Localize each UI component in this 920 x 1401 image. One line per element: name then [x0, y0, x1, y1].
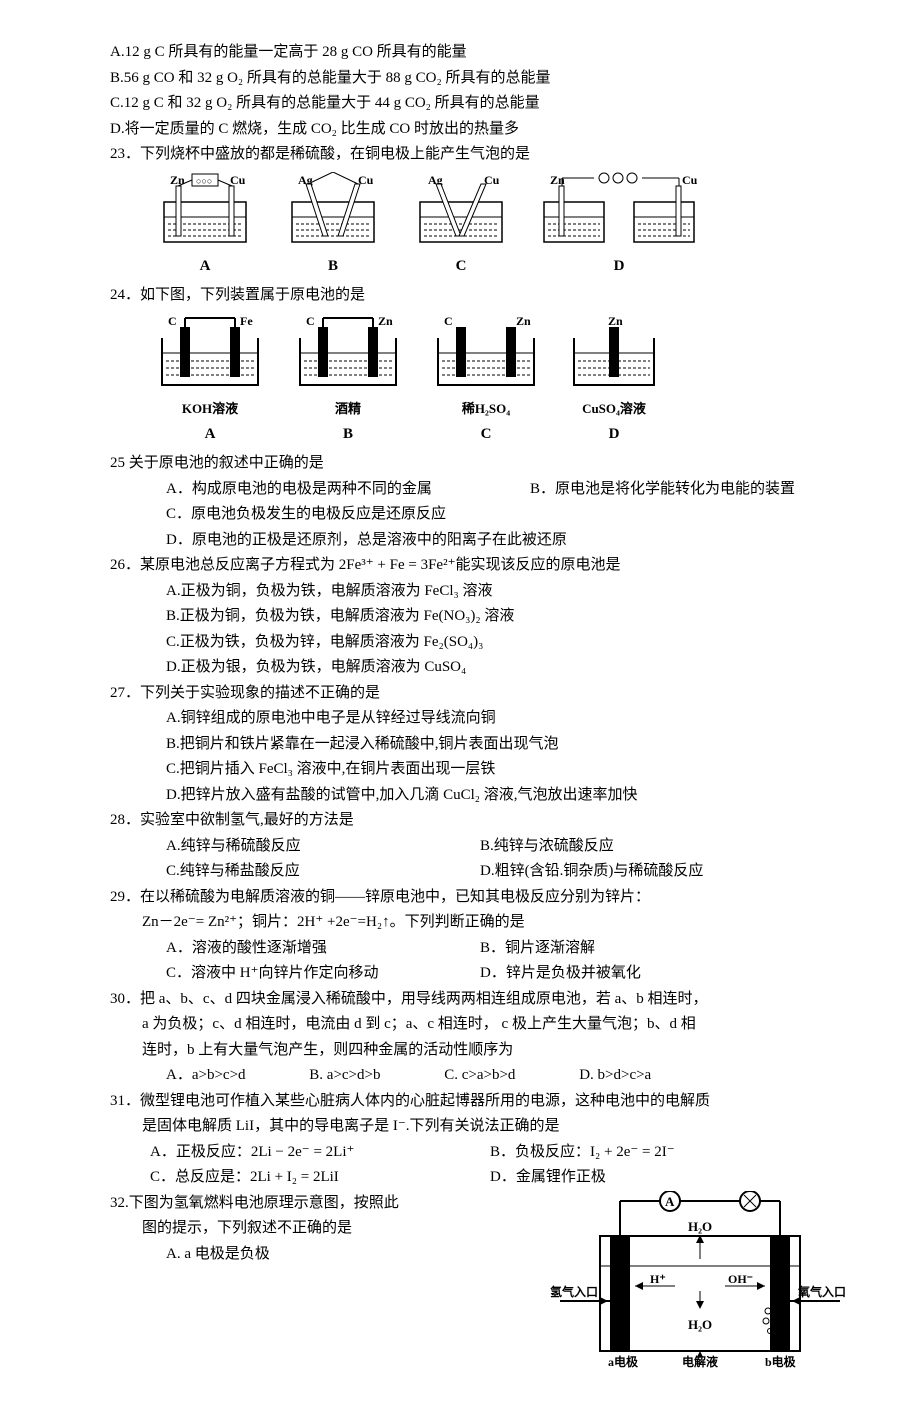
q28-opt-d: D.粗锌(含铅.铜杂质)与稀硫酸反应	[480, 859, 850, 885]
q30-opt-b: B. a>c>d>b	[309, 1063, 380, 1089]
q29-opt-a: A．溶液的酸性逐渐增强	[110, 936, 480, 962]
q23-label-b: B	[328, 254, 338, 280]
q30-l2: a 为负极；c、d 相连时，电流由 d 到 c；a、c 相连时， c 极上产生大…	[110, 1012, 850, 1038]
q25-opt-b: B．原电池是将化学能转化为电能的装置	[530, 477, 850, 503]
q30-opt-d: D. b>d>c>a	[579, 1063, 651, 1089]
q23-diagram-c: Ag Cu	[406, 172, 516, 252]
q27-stem: 27．下列关于实验现象的描述不正确的是	[110, 681, 850, 707]
svg-text:氧气入口: 氧气入口	[797, 1284, 846, 1299]
svg-text:H⁺: H⁺	[650, 1272, 666, 1286]
svg-text:Cu: Cu	[484, 173, 500, 187]
svg-text:○○○: ○○○	[196, 176, 212, 186]
q29-opt-d: D．锌片是负极并被氧化	[480, 961, 850, 987]
q23-diagram-b: Ag Cu	[278, 172, 388, 252]
q26-opt-d: D.正极为银，负极为铁，电解质溶液为 CuSO₄	[110, 655, 850, 681]
q31-opt-b: B．负极反应：I₂ + 2e⁻ = 2I⁻	[490, 1140, 850, 1166]
q24-sol-c: 稀H₂SO₄	[462, 398, 510, 420]
svg-text:C: C	[444, 314, 453, 328]
q25-opt-d: D．原电池的正极是还原剂，总是溶液中的阳离子在此被还原	[110, 528, 850, 554]
svg-text:Zn: Zn	[170, 173, 185, 187]
q31-opt-d: D．金属锂作正极	[490, 1165, 850, 1191]
svg-text:氢气入口: 氢气入口	[550, 1284, 598, 1299]
q31-opt-c: C．总反应是：2Li + I₂ = 2LiI	[110, 1165, 490, 1191]
svg-text:a电极: a电极	[608, 1354, 639, 1369]
q31-l1: 31．微型锂电池可作植入某些心脏病人体内的心脏起博器所用的电源，这种电池中的电解…	[110, 1089, 850, 1115]
q24-sol-b: 酒精	[335, 398, 361, 420]
q24-sol-a: KOH溶液	[182, 398, 238, 420]
q32-l2: 图的提示，下列叙述不正确的是	[110, 1216, 550, 1242]
svg-text:Cu: Cu	[682, 173, 698, 187]
q30-l3: 连时，b 上有大量气泡产生，则四种金属的活动性顺序为	[110, 1038, 850, 1064]
q24-diagram-d: Zn	[564, 313, 664, 398]
q31-opt-a: A．正极反应：2Li − 2e⁻ = 2Li⁺	[110, 1140, 490, 1166]
q27-opt-c: C.把铜片插入 FeCl₃ 溶液中,在铜片表面出现一层铁	[110, 757, 850, 783]
q22-opt-d: D.将一定质量的 C 燃烧，生成 CO₂ 比生成 CO 时放出的热量多	[110, 117, 850, 143]
q24-diagram-c: C Zn	[426, 313, 546, 398]
svg-text:H₂O: H₂O	[688, 1219, 712, 1234]
q29-stem-2: Zn－2e⁻= Zn²⁺；铜片：2H⁺ +2e⁻=H₂↑。下列判断正确的是	[110, 910, 850, 936]
svg-text:OH⁻: OH⁻	[728, 1272, 753, 1286]
q22-opt-b: B.56 g CO 和 32 g O₂ 所具有的总能量大于 88 g CO₂ 所…	[110, 66, 850, 92]
q26-opt-b: B.正极为铜，负极为铁，电解质溶液为 Fe(NO₃)₂ 溶液	[110, 604, 850, 630]
q24-label-b: B	[343, 422, 353, 448]
svg-text:Fe: Fe	[240, 314, 253, 328]
svg-text:H₂O: H₂O	[688, 1317, 712, 1332]
q31-l2: 是固体电解质 LiI，其中的导电离子是 I⁻.下列有关说法正确的是	[110, 1114, 850, 1140]
q29-opt-c: C．溶液中 H⁺向锌片作定向移动	[110, 961, 480, 987]
q28-stem: 28．实验室中欲制氢气,最好的方法是	[110, 808, 850, 834]
q29-opt-b: B．铜片逐渐溶解	[480, 936, 850, 962]
q25-opt-a: A．构成原电池的电极是两种不同的金属	[110, 477, 530, 503]
svg-text:C: C	[168, 314, 177, 328]
q25-stem: 25 关于原电池的叙述中正确的是	[110, 451, 850, 477]
q28-opt-b: B.纯锌与浓硫酸反应	[480, 834, 850, 860]
svg-text:A: A	[665, 1194, 675, 1209]
q24-stem: 24．如下图，下列装置属于原电池的是	[110, 283, 850, 309]
q25-opt-c: C．原电池负极发生的电极反应是还原反应	[110, 502, 850, 528]
q26-opt-c: C.正极为铁，负极为锌，电解质溶液为 Fe₂(SO₄)₃	[110, 630, 850, 656]
q27-opt-d: D.把锌片放入盛有盐酸的试管中,加入几滴 CuCl₂ 溶液,气泡放出速率加快	[110, 783, 850, 809]
q24-label-c: C	[481, 422, 492, 448]
q27-opt-a: A.铜锌组成的原电池中电子是从锌经过导线流向铜	[110, 706, 850, 732]
q27-opt-b: B.把铜片和铁片紧靠在一起浸入稀硫酸中,铜片表面出现气泡	[110, 732, 850, 758]
q23-diagram-a: Zn Cu ○○○	[150, 172, 260, 252]
q23-stem: 23．下列烧杯中盛放的都是稀硫酸，在铜电极上能产生气泡的是	[110, 142, 850, 168]
q26-stem: 26．某原电池总反应离子方程式为 2Fe³⁺ + Fe = 3Fe²⁺能实现该反…	[110, 553, 850, 579]
q22-opt-c: C.12 g C 和 32 g O₂ 所具有的总能量大于 44 g CO₂ 所具…	[110, 91, 850, 117]
q30-l1: 30．把 a、b、c、d 四块金属浸入稀硫酸中，用导线两两相连组成原电池，若 a…	[110, 987, 850, 1013]
q32-opt-a: A. a 电极是负极	[110, 1242, 550, 1268]
svg-text:Zn: Zn	[550, 173, 565, 187]
q24-sol-d: CuSO₄溶液	[582, 398, 646, 420]
q22-opt-a: A.12 g C 所具有的能量一定高于 28 g CO 所具有的能量	[110, 40, 850, 66]
q24-diagram-b: C Zn	[288, 313, 408, 398]
svg-text:Zn: Zn	[608, 314, 623, 328]
q24-diagram-a: C Fe	[150, 313, 270, 398]
q30-opt-a: A．a>b>c>d	[166, 1063, 246, 1089]
q23-label-a: A	[200, 254, 211, 280]
q24-label-d: D	[609, 422, 620, 448]
q28-opt-a: A.纯锌与稀硫酸反应	[110, 834, 480, 860]
svg-text:Zn: Zn	[516, 314, 531, 328]
q24-diagrams: C Fe KOH溶液 A C Zn 酒精 B	[150, 313, 850, 448]
fuel-cell-diagram: A H₂O H⁺ OH⁻ H₂O	[550, 1191, 850, 1381]
svg-text:Cu: Cu	[358, 173, 374, 187]
q32-l1: 32.下图为氢氧燃料电池原理示意图，按照此	[110, 1191, 550, 1217]
q23-label-c: C	[456, 254, 467, 280]
svg-text:Cu: Cu	[230, 173, 246, 187]
q23-label-d: D	[614, 254, 625, 280]
q24-label-a: A	[205, 422, 216, 448]
q26-opt-a: A.正极为铜，负极为铁，电解质溶液为 FeCl₃ 溶液	[110, 579, 850, 605]
q23-diagram-d: Zn Cu	[534, 172, 704, 252]
svg-text:Zn: Zn	[378, 314, 393, 328]
svg-text:C: C	[306, 314, 315, 328]
q23-diagrams: Zn Cu ○○○ A Ag Cu B	[150, 172, 850, 280]
q28-opt-c: C.纯锌与稀盐酸反应	[110, 859, 480, 885]
q29-stem-1: 29．在以稀硫酸为电解质溶液的铜——锌原电池中，已知其电极反应分别为锌片：	[110, 885, 850, 911]
svg-text:b电极: b电极	[765, 1354, 797, 1369]
q30-opt-c: C. c>a>b>d	[444, 1063, 515, 1089]
